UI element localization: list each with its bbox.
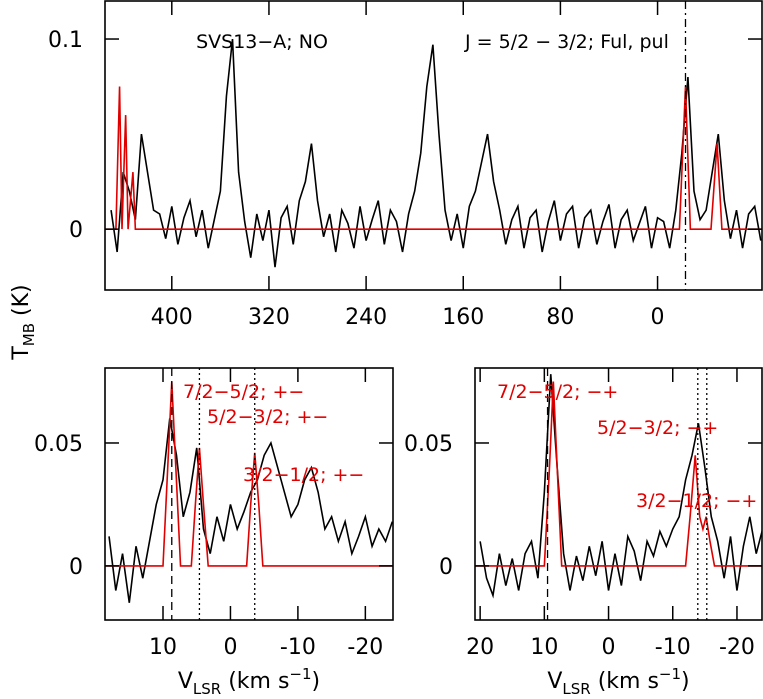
x-tick-label: -10 [280,635,316,660]
x-label-main: V [178,669,193,694]
spectrum-line [105,381,393,567]
x-tick-label: 10 [149,635,177,660]
annotation: 7/2−5/2; −+ [497,381,618,403]
y-tick-label: 0.05 [404,432,453,457]
x-tick-label: 0 [223,635,237,660]
x-tick-label: 160 [442,305,484,330]
plot-area [475,374,762,599]
plot-area [105,38,762,268]
x-axis-label: VLSR (km s−1) [547,665,689,695]
y-label-sub: MB [20,323,38,346]
x-label-sub: LSR [562,680,590,695]
x-label-unit: (km s [591,669,659,694]
plot-frame [474,367,763,621]
annotation: J = 5/2 − 3/2; Ful, pul [464,31,669,53]
x-label-close: ) [312,669,321,694]
x-tick-label: 20 [466,635,494,660]
x-tick-label: -20 [719,635,755,660]
spectrum-line [475,381,762,567]
y-axis-label: TMB (K) [9,284,38,360]
y-tick-label: 0.1 [48,28,83,53]
y-tick-label: 0 [439,555,453,580]
y-tick-label: 0.05 [34,432,83,457]
annotation: SVS13−A; NO [196,31,328,53]
x-tick-label: 400 [151,305,193,330]
y-label-rest: (K) [9,284,34,323]
annotation: 7/2−5/2; +− [183,381,304,403]
annotation: 3/2−1/2; −+ [636,490,757,512]
x-axis-label: VLSR (km s−1) [178,665,320,695]
x-label-unit: (km s [221,669,289,694]
x-tick-label: 0 [651,305,665,330]
spectrum-line [110,38,762,268]
annotation: 5/2−3/2; −+ [597,417,718,439]
plot-frame [104,367,394,621]
x-label-sup: −1 [659,665,681,683]
spectrum-line [108,418,393,603]
x-tick-label: -10 [655,635,691,660]
spectrum-line [105,86,762,230]
plot-area [105,381,393,603]
annotation: 5/2−3/2; +− [207,406,328,428]
annotation: 3/2−1/2; +− [243,464,364,486]
x-label-main: V [547,669,562,694]
y-label-main: T [9,346,34,361]
y-tick-label: 0 [69,218,83,243]
plot-frame [104,0,763,291]
spectrum-line [479,374,762,599]
y-tick-label: 0 [69,555,83,580]
x-label-sub: LSR [193,680,221,695]
x-tick-label: 320 [248,305,290,330]
x-label-sup: −1 [289,665,311,683]
x-tick-label: -20 [347,635,383,660]
x-tick-label: 10 [530,635,558,660]
x-label-close: ) [681,669,690,694]
x-tick-label: 0 [602,635,616,660]
x-tick-label: 240 [345,305,387,330]
x-tick-label: 80 [546,305,574,330]
